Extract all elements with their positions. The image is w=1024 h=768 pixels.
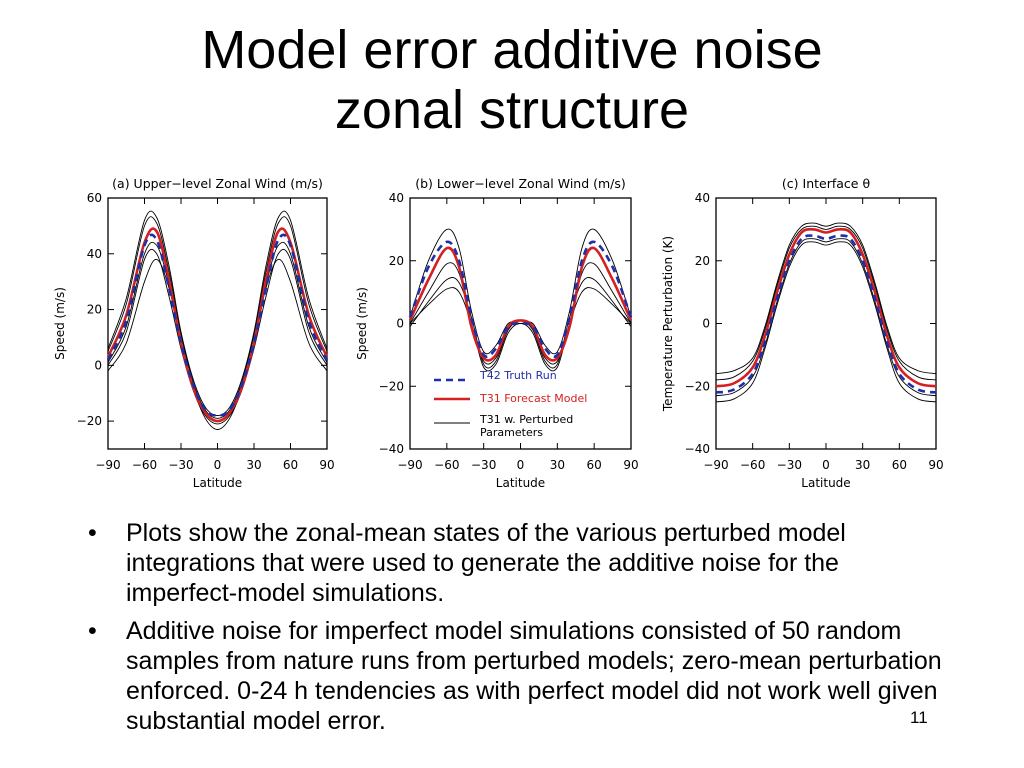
x-tick-label: 90 [623,458,638,472]
x-tick-label: −60 [132,458,157,472]
y-axis-label: Speed (m/s) [53,287,67,360]
series-line-truth [715,234,937,394]
plots-figure: (a) Upper−level Zonal Wind (m/s) −90 −60 −3… [53,176,944,490]
y-tick-label: 60 [87,191,102,205]
y-tick-label: 0 [396,317,404,331]
bullet-item: • Additive noise for imperfect model sim… [88,616,948,736]
y-tick-label: 20 [695,254,710,268]
series-line-perturbed [107,248,328,425]
plot-frame [107,197,328,450]
plots-area: (a) Upper−level Zonal Wind (m/s) −90 −60 −3… [0,165,1024,500]
x-tick-label: 30 [855,458,870,472]
y-tick-label: −20 [685,379,710,393]
y-tick-label: 40 [695,191,710,205]
chart-legend: T42 Truth Run T31 Forecast Model T31 w. Pe… [434,369,587,439]
y-tick-label: −20 [77,414,102,428]
x-tick-label: −30 [168,458,193,472]
x-tick-label: −60 [434,458,459,472]
y-tick-label: 20 [87,303,102,317]
y-tick-label: 0 [94,358,102,372]
y-tick-label: −40 [685,442,710,456]
legend-label-perturbed: T31 w. Perturbed [479,413,573,426]
slide-title-line-2: zonal structure [334,80,690,140]
x-tick-label: −30 [777,458,802,472]
bullet-text: Additive noise for imperfect model simul… [126,617,942,735]
slide-title: Model error additive noise zonal structu… [0,20,1024,140]
chart-title: (a) Upper−level Zonal Wind (m/s) [112,176,323,191]
series-line-truth [408,240,633,359]
x-tick-label: −90 [397,458,422,472]
plot-frame [715,197,937,450]
x-tick-label: 30 [246,458,261,472]
x-tick-label: 60 [892,458,907,472]
y-tick-label: 0 [702,317,710,331]
x-tick-label: 60 [283,458,298,472]
y-axis-label: Speed (m/s) [355,287,369,360]
chart-title: (b) Lower−level Zonal Wind (m/s) [415,176,626,191]
bullet-item: • Plots show the zonal-mean states of th… [88,518,948,608]
y-tick-label: 40 [87,247,102,261]
x-tick-label: −30 [471,458,496,472]
series-line-perturbed [715,225,937,381]
y-tick-label: 20 [389,254,404,268]
series-line-perturbed [107,210,328,416]
series-line-perturbed [107,216,328,419]
bullet-marker: • [88,519,97,547]
x-tick-label: 0 [517,458,525,472]
series-line-forecast [715,227,937,388]
x-tick-label: −90 [95,458,120,472]
x-axis-label: Latitude [496,476,545,490]
series-line-perturbed [409,287,632,372]
legend-label-forecast: T31 Forecast Model [479,392,587,405]
chart-panel-3: (c) Interface θ −90 −60 −30 0 30 60 90 −40 −20 0 20… [661,176,944,490]
legend-label-perturbed-line2: Parameters [480,426,543,439]
y-tick-label: 40 [389,191,404,205]
series-line-perturbed [107,241,328,422]
series-line-forecast [106,227,329,423]
x-tick-label: 90 [319,458,334,472]
x-axis-label: Latitude [193,476,242,490]
x-tick-label: 60 [587,458,602,472]
slide-title-line-1: Model error additive noise [201,20,823,80]
x-tick-label: 90 [928,458,943,472]
bullet-marker: • [88,617,97,645]
x-axis-label: Latitude [801,476,850,490]
x-tick-label: 30 [550,458,565,472]
series-line-perturbed [409,262,632,365]
x-tick-label: −60 [740,458,765,472]
bullet-text: Plots show the zonal-mean states of the … [126,519,846,607]
bullet-list: • Plots show the zonal-mean states of th… [88,518,948,744]
x-tick-label: 0 [214,458,222,472]
y-tick-label: −20 [379,379,404,393]
x-tick-label: −90 [703,458,728,472]
series-line-perturbed [107,258,328,430]
x-tick-label: 0 [822,458,830,472]
series-line-perturbed [715,222,937,375]
y-axis-label: Temperature Perturbation (K) [661,236,675,412]
chart-panel-2: (b) Lower−level Zonal Wind (m/s) −90 −60 −3… [355,176,639,490]
chart-panel-1: (a) Upper−level Zonal Wind (m/s) −90 −60 −3… [53,176,335,490]
y-tick-label: −40 [379,442,404,456]
series-line-forecast [408,246,633,362]
chart-title: (c) Interface θ [782,176,870,191]
legend-label-truth: T42 Truth Run [479,369,557,382]
page-number: 11 [910,708,928,727]
series-line-truth [106,233,329,417]
series-line-perturbed [715,241,937,403]
